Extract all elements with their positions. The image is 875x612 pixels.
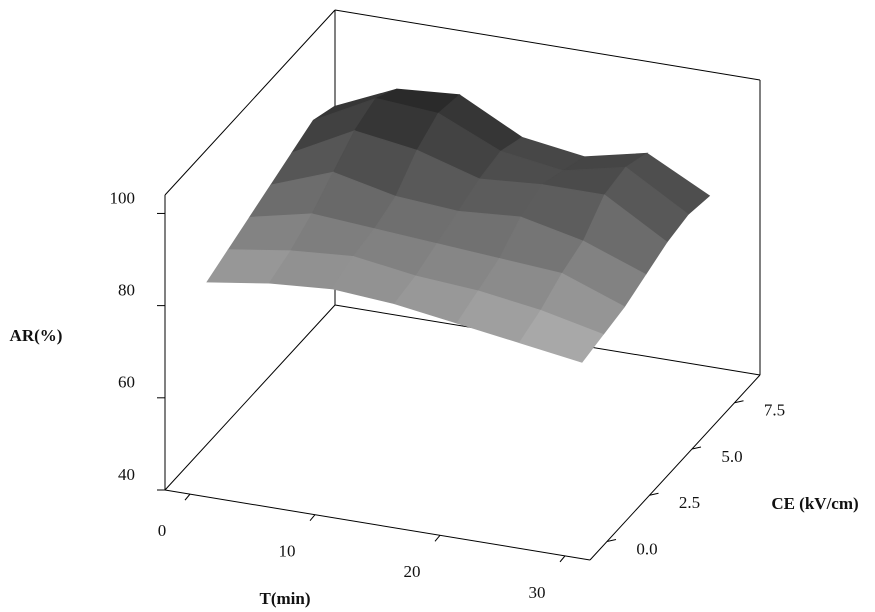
z-tick-label: 80 bbox=[118, 281, 135, 300]
x-axis-title: T(min) bbox=[260, 589, 311, 608]
y-axis-title: CE (kV/cm) bbox=[771, 494, 858, 513]
y-tick bbox=[649, 492, 659, 496]
x-tick-label: 0 bbox=[158, 521, 167, 540]
y-axis-line bbox=[589, 374, 761, 561]
z-tick-label: 100 bbox=[110, 188, 136, 207]
x-tick bbox=[559, 555, 566, 563]
surface bbox=[206, 88, 711, 363]
z-axis-title: AR(%) bbox=[10, 326, 63, 345]
y-tick bbox=[734, 400, 744, 404]
x-tick bbox=[184, 493, 191, 501]
x-tick bbox=[434, 534, 441, 542]
floor-edge bbox=[164, 304, 336, 491]
x-tick-label: 30 bbox=[529, 583, 546, 602]
y-tick-label: 0.0 bbox=[636, 539, 657, 558]
x-tick bbox=[309, 514, 316, 522]
box-edge bbox=[164, 9, 336, 196]
z-tick-label: 60 bbox=[118, 373, 135, 392]
x-tick-label: 20 bbox=[404, 562, 421, 581]
y-tick bbox=[691, 446, 702, 450]
y-tick-label: 2.5 bbox=[679, 493, 700, 512]
y-tick-label: 7.5 bbox=[764, 401, 785, 420]
surface-patch bbox=[518, 309, 604, 363]
z-tick-label: 40 bbox=[118, 465, 135, 484]
x-axis-line bbox=[164, 489, 591, 561]
box-edge bbox=[334, 9, 761, 81]
y-tick bbox=[606, 539, 617, 542]
x-tick-label: 10 bbox=[279, 542, 296, 561]
y-tick-label: 5.0 bbox=[721, 447, 742, 466]
